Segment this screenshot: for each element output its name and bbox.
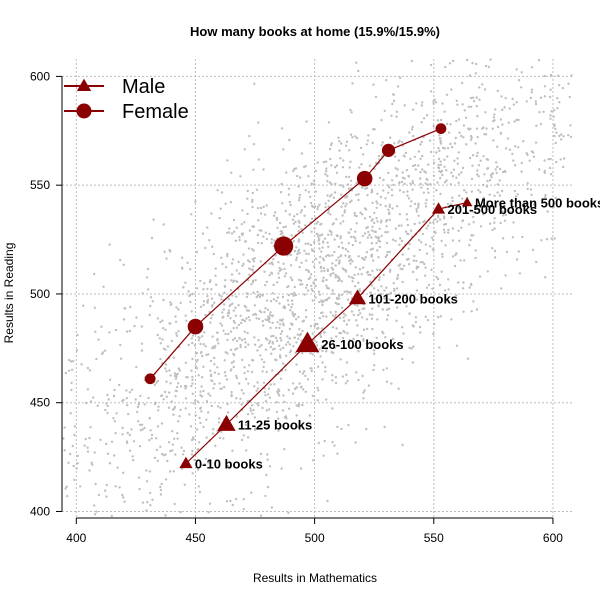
- data-point: [461, 197, 473, 207]
- x-tick-label: 600: [543, 531, 563, 545]
- data-point: [348, 289, 367, 305]
- series-female: [144, 123, 447, 385]
- legend: Male Female: [64, 76, 189, 123]
- data-point: [179, 456, 193, 469]
- series-line: [149, 128, 442, 380]
- x-tick-label: 500: [305, 531, 325, 545]
- y-tick-label: 550: [30, 178, 50, 192]
- point-label: More than 500 books: [475, 196, 600, 211]
- axes: 400 450 500 550 600 400 450 500 550 600: [30, 69, 563, 545]
- data-point: [431, 202, 446, 214]
- data-point: [187, 318, 204, 335]
- data-point: [295, 331, 320, 353]
- grid: [62, 59, 572, 518]
- point-label: 0-10 books: [195, 457, 263, 472]
- data-point: [381, 143, 396, 157]
- legend-label: Female: [122, 101, 189, 123]
- x-tick-label: 550: [424, 531, 444, 545]
- y-axis-title: Results in Reading: [2, 243, 16, 344]
- point-label: 26-100 books: [321, 337, 403, 352]
- data-point: [217, 414, 236, 431]
- x-tick-label: 450: [185, 531, 205, 545]
- series-line: [185, 202, 468, 465]
- data-point: [144, 373, 156, 385]
- y-tick-label: 600: [30, 69, 50, 83]
- series: 0-10 books 11-25 books 26-100 books 101-200…: [144, 123, 600, 472]
- data-point: [274, 236, 294, 256]
- x-axis-title: Results in Mathematics: [253, 571, 377, 585]
- y-tick-label: 450: [30, 396, 50, 410]
- legend-label: Male: [122, 76, 165, 98]
- point-label: 11-25 books: [238, 417, 312, 432]
- y-tick-label: 500: [30, 287, 50, 301]
- x-tick-label: 400: [66, 531, 86, 545]
- legend-item-female: Female: [64, 101, 189, 123]
- y-tick-label: 400: [30, 504, 50, 518]
- data-point: [356, 170, 373, 187]
- legend-marker: [76, 78, 92, 91]
- background-points: [62, 58, 573, 518]
- legend-item-male: Male: [64, 76, 165, 98]
- legend-marker: [76, 103, 92, 119]
- data-point: [435, 123, 447, 135]
- chart-title: How many books at home (15.9%/15.9%): [190, 24, 440, 39]
- point-label: 101-200 books: [368, 291, 458, 306]
- background-scatter: [62, 58, 573, 518]
- series-male: 0-10 books 11-25 books 26-100 books 101-200…: [179, 196, 600, 472]
